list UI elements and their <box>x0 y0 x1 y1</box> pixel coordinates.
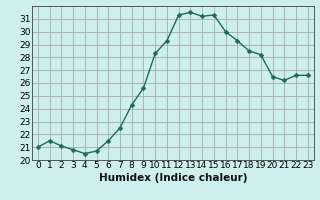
X-axis label: Humidex (Indice chaleur): Humidex (Indice chaleur) <box>99 173 247 183</box>
